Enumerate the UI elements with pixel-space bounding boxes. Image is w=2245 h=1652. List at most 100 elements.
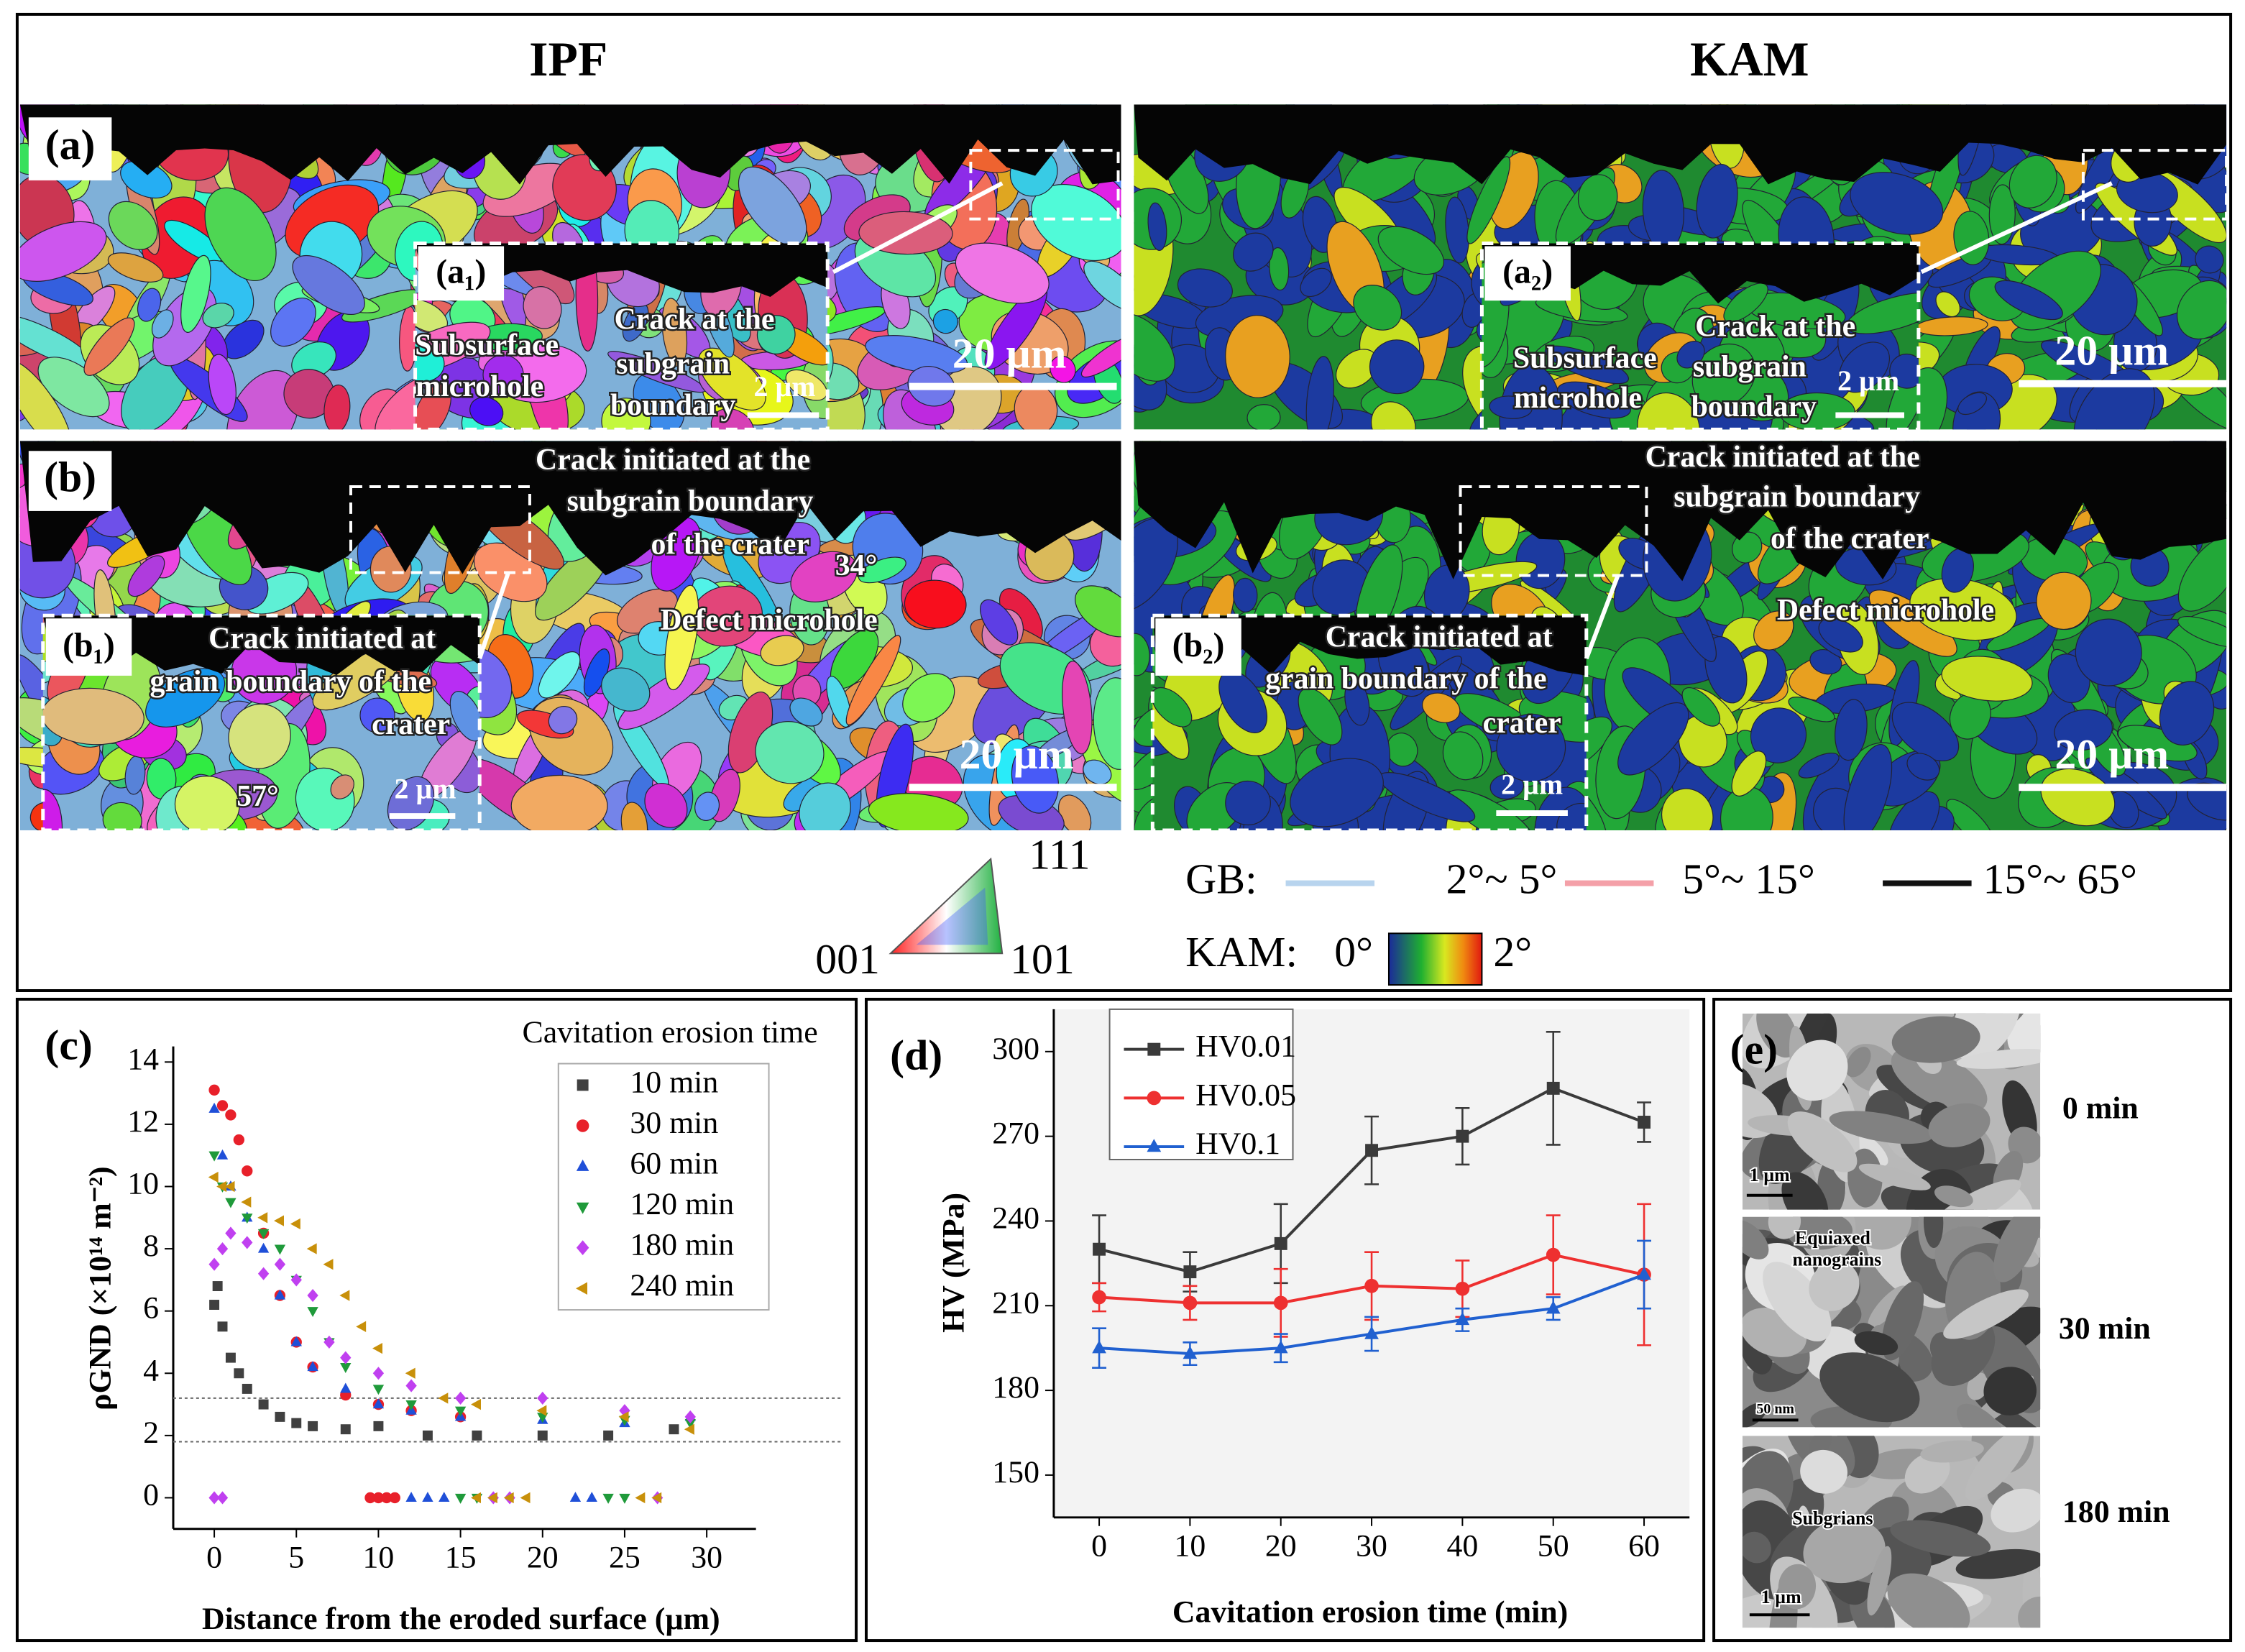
eroded-surface — [1152, 615, 1587, 676]
grain — [1957, 392, 1988, 416]
scale-bar-label: 20 µm — [2055, 730, 2169, 778]
grain — [1556, 381, 1632, 419]
grain — [1305, 356, 1334, 430]
grain — [1233, 232, 1274, 272]
grain — [2036, 572, 2092, 630]
grain — [1369, 339, 1425, 395]
grain — [1147, 202, 1167, 251]
annotation: of the crater — [651, 528, 809, 561]
inset-frame — [41, 613, 482, 832]
x-axis-label: Distance from the eroded surface (µm) — [202, 1602, 720, 1636]
point — [274, 1215, 284, 1226]
gb-legend: 2°~ 5° 5°~ 15° 15°~ 65° — [1285, 855, 2137, 902]
point — [356, 1321, 367, 1332]
panel-e-images — [1742, 1013, 2041, 1628]
point — [1546, 1300, 1561, 1314]
label-box — [28, 117, 112, 180]
point — [405, 1492, 417, 1502]
point — [323, 1259, 334, 1270]
point — [576, 1240, 589, 1256]
legend-label: 240 min — [630, 1268, 734, 1303]
point — [274, 1257, 286, 1271]
grain — [1819, 1352, 1920, 1423]
grain — [1661, 788, 1714, 830]
grain — [1344, 679, 1370, 726]
point — [438, 1392, 449, 1404]
grain — [1676, 341, 1705, 369]
grain — [1093, 677, 1121, 770]
point — [372, 1367, 385, 1380]
panel-label: (e) — [1730, 1025, 1778, 1073]
grain — [180, 254, 211, 333]
scale-bar-label: 20 µm — [2055, 327, 2169, 375]
x-tick-label: 20 — [527, 1541, 559, 1575]
eroded-surface — [1482, 243, 1919, 304]
grain — [42, 687, 144, 745]
annotation: Defect microhole — [1777, 594, 1994, 627]
grain — [1994, 280, 2063, 321]
point — [212, 1281, 223, 1292]
grain — [19, 360, 73, 430]
grain — [1177, 268, 1233, 308]
grain — [102, 802, 142, 830]
point — [471, 1492, 482, 1504]
grain — [1781, 1172, 1829, 1210]
point — [241, 1196, 252, 1208]
grain — [1723, 283, 1768, 323]
annotation: Crack initiated at the — [536, 444, 810, 477]
y-tick-label: 2 — [143, 1415, 159, 1450]
y-tick-label: 150 — [992, 1455, 1039, 1490]
annotation: Subsurface — [1513, 341, 1657, 375]
grain — [1967, 1372, 1989, 1400]
point — [389, 1492, 400, 1504]
grain — [1050, 355, 1076, 383]
grain — [204, 187, 277, 282]
ipf-corner: 101 — [1010, 935, 1075, 983]
annotation: Crack at the — [614, 303, 774, 336]
grain — [2177, 616, 2227, 648]
grain — [1935, 291, 1961, 318]
x-tick-label: 20 — [1265, 1529, 1297, 1564]
point — [216, 1100, 229, 1111]
grain — [1946, 799, 1995, 830]
legend-title: Cavitation erosion time — [523, 1015, 818, 1050]
point — [208, 1171, 219, 1183]
point — [669, 1424, 679, 1435]
grain — [137, 288, 162, 322]
ipf-corner: 001 — [815, 935, 880, 983]
grain — [1929, 1179, 2021, 1210]
grain — [83, 317, 135, 376]
grain — [1956, 1048, 2041, 1069]
grain — [1955, 1548, 2041, 1579]
grain — [1983, 1367, 2037, 1415]
point — [1364, 1326, 1379, 1339]
legend-label: HV0.1 — [1195, 1126, 1280, 1161]
grain — [756, 315, 796, 354]
point — [340, 1363, 352, 1373]
point — [619, 1493, 630, 1504]
point — [454, 1391, 467, 1405]
kam-min: 0° — [1334, 928, 1373, 976]
grain — [1370, 401, 1416, 430]
eroded-surface — [415, 243, 828, 302]
label-box — [1484, 246, 1571, 301]
inset-label: (a₁) — [436, 252, 486, 290]
point — [1183, 1295, 1198, 1311]
grain — [2018, 1596, 2041, 1628]
grain — [755, 721, 825, 784]
annotation: Equiaxed — [1795, 1227, 1871, 1248]
scale-bar-label: 2 µm — [1837, 365, 1899, 397]
grain — [826, 676, 852, 728]
grain — [2008, 155, 2057, 208]
grain — [1829, 1111, 1933, 1144]
grain — [174, 775, 240, 830]
grain — [330, 774, 354, 799]
grain — [2177, 535, 2227, 612]
grain — [127, 555, 165, 597]
grain — [482, 354, 524, 395]
panel-label: (d) — [890, 1031, 942, 1078]
point — [323, 1335, 335, 1349]
grain — [865, 335, 968, 375]
legend-label: HV0.01 — [1195, 1029, 1296, 1064]
point — [258, 1399, 269, 1410]
